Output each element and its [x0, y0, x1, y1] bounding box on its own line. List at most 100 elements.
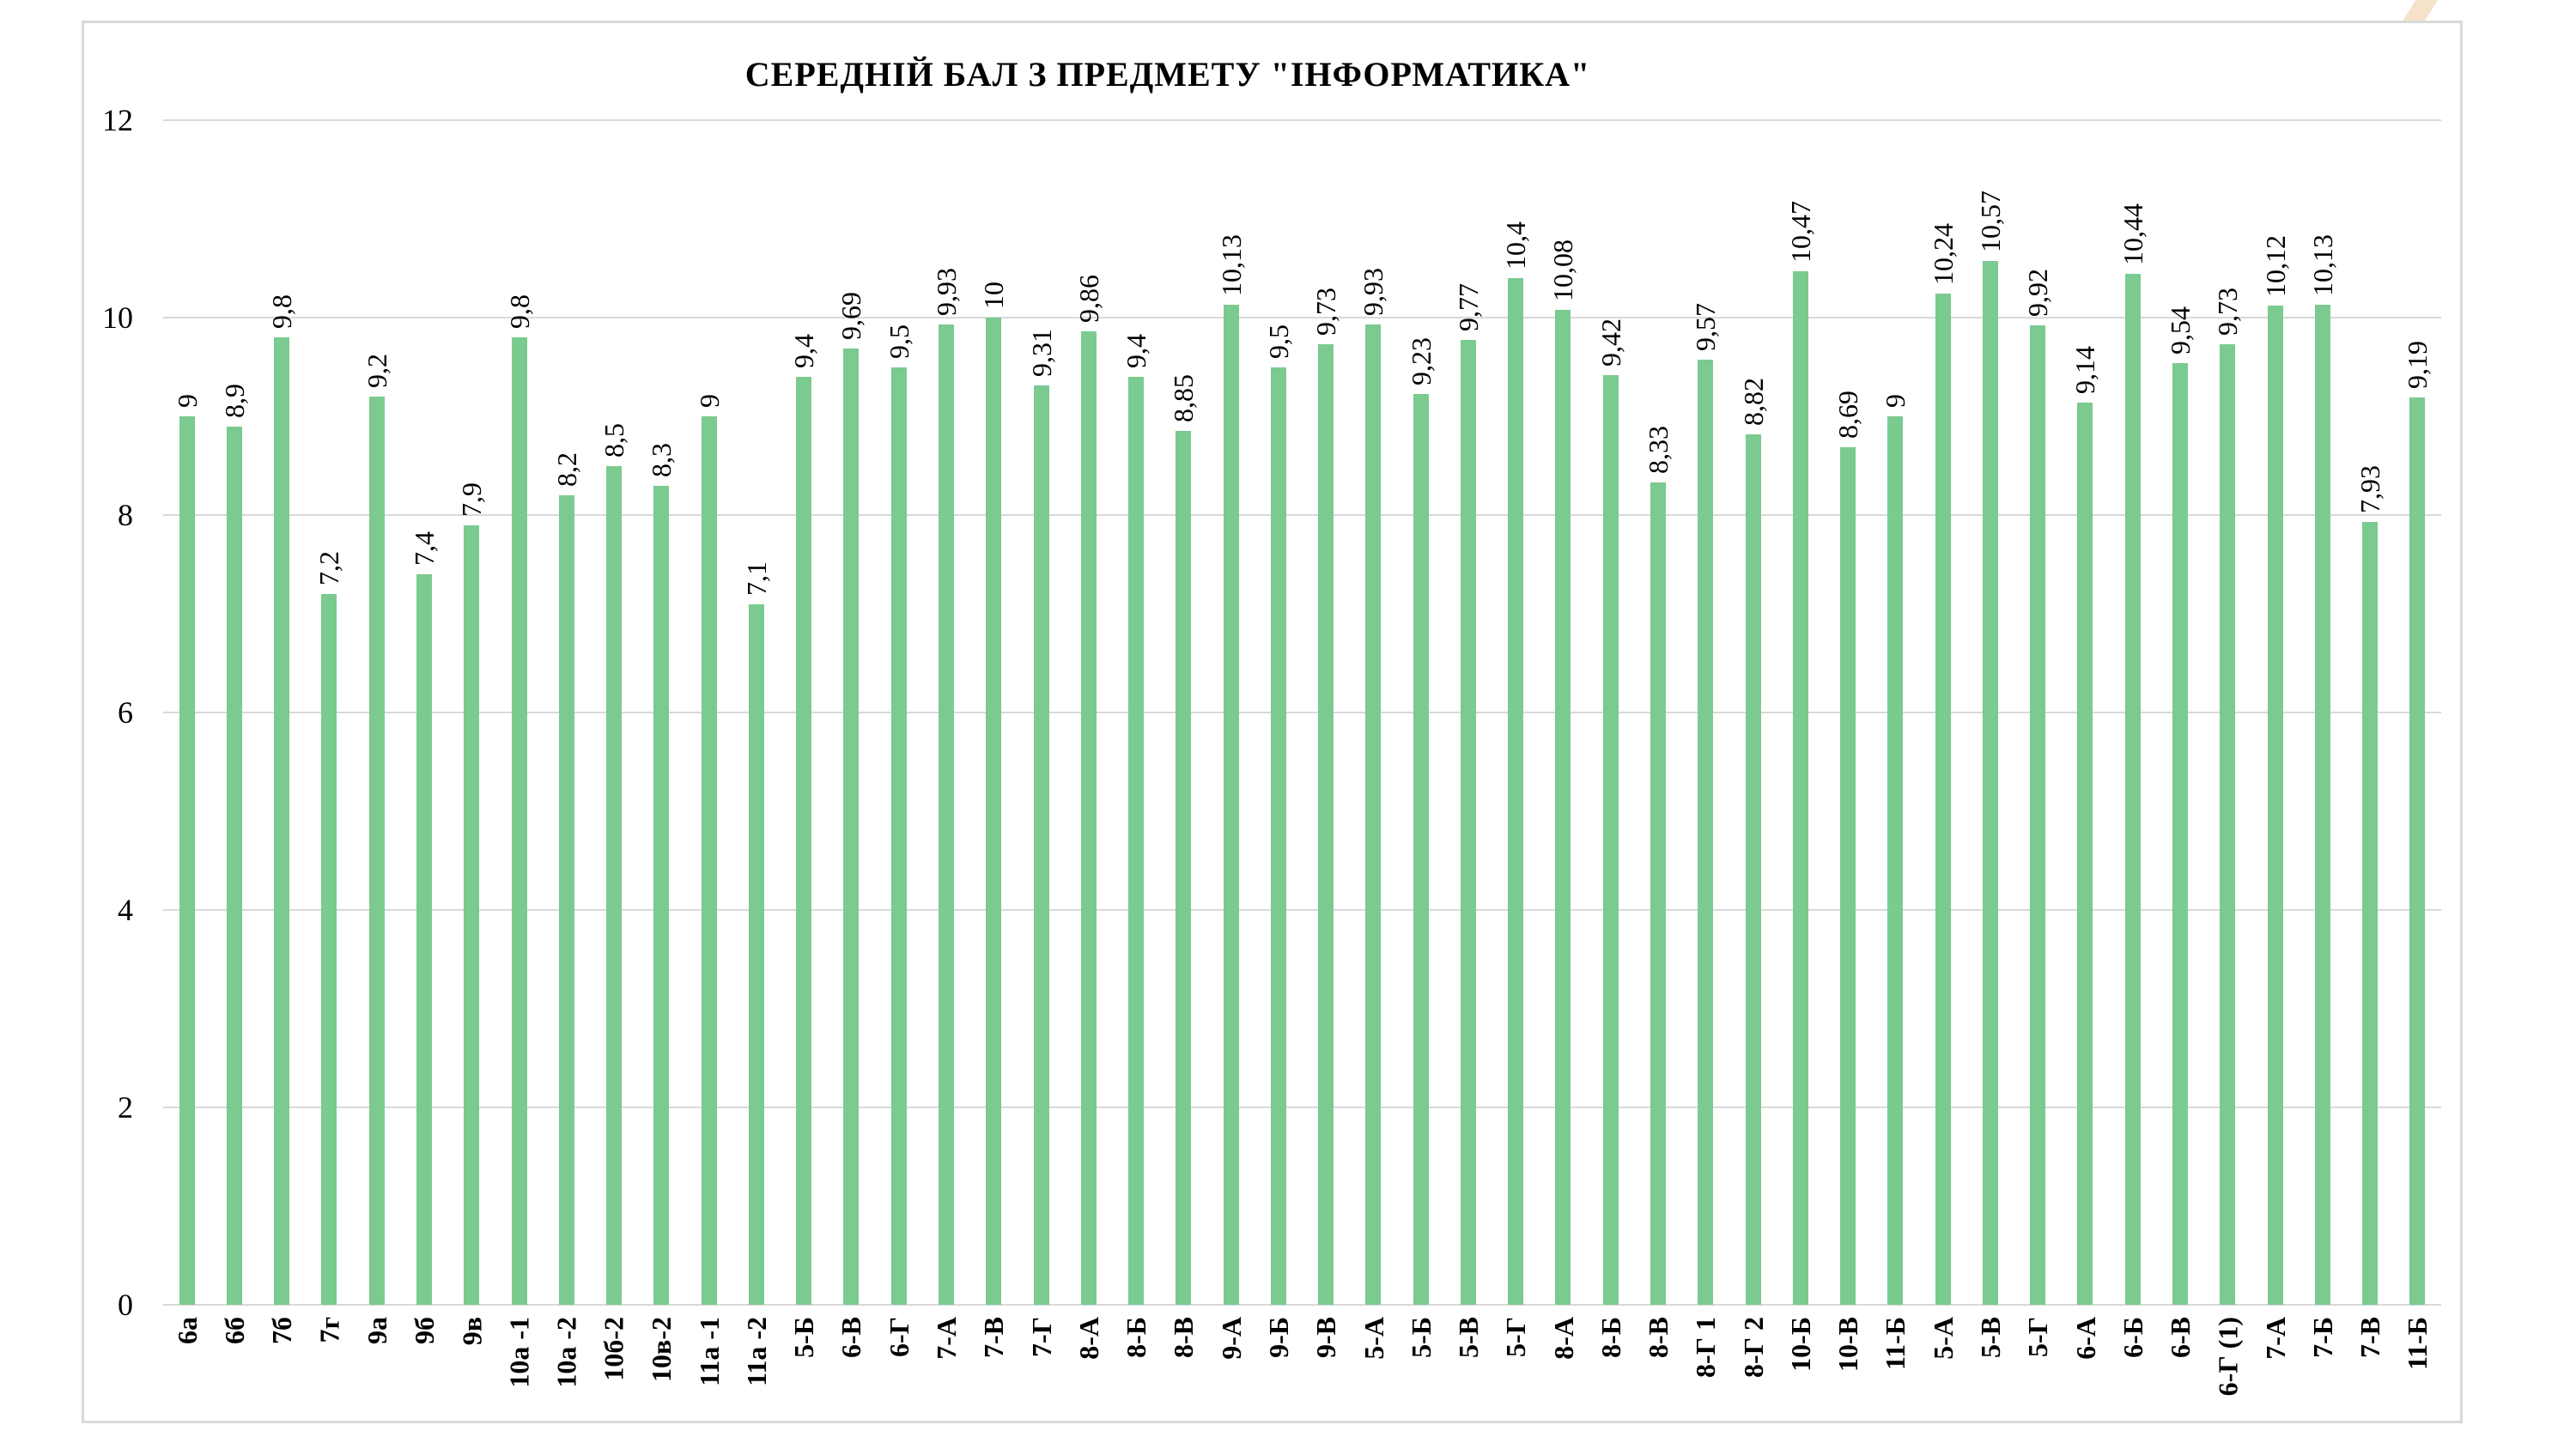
- category-label: 8-В: [1168, 1317, 1200, 1358]
- category-label: 8-А: [1072, 1317, 1104, 1360]
- bar-5-Г: [2030, 325, 2046, 1305]
- gridline-y-6: [163, 712, 2441, 713]
- bar-6-Г (1): [2220, 344, 2236, 1305]
- category-label: 7-В: [2354, 1317, 2386, 1358]
- bar-7-А: [938, 324, 954, 1305]
- bar-7-Б: [2314, 305, 2330, 1305]
- y-tick-label: 4: [118, 893, 133, 927]
- category-label: 8-Б: [1121, 1317, 1152, 1358]
- bar-8-А: [1555, 309, 1571, 1305]
- bar-6-А: [2077, 402, 2093, 1305]
- bar-value-label: 10,13: [1215, 234, 1247, 297]
- category-label: 7б: [266, 1317, 298, 1344]
- bar-value-label: 7,93: [2354, 465, 2386, 514]
- bar-10в-2: [653, 485, 670, 1305]
- bar-5-Б: [796, 377, 812, 1305]
- bar-5-Г: [1508, 278, 1524, 1305]
- bar-9-А: [1223, 305, 1239, 1305]
- y-tick-label: 8: [118, 498, 133, 532]
- category-label: 6-Б: [2117, 1317, 2148, 1358]
- bar-value-label: 8,33: [1643, 426, 1674, 475]
- bar-value-label: 9: [1880, 394, 1911, 408]
- bar-value-label: 9,14: [2069, 345, 2101, 394]
- y-tick-label: 0: [118, 1288, 133, 1322]
- bar-7г: [321, 594, 337, 1305]
- bar-value-label: 9,42: [1595, 318, 1626, 367]
- bar-value-label: 10,4: [1500, 221, 1532, 270]
- category-label: 10а -2: [550, 1317, 582, 1388]
- y-tick-label: 10: [102, 300, 133, 335]
- bar-value-label: 10: [978, 282, 1010, 309]
- bar-5-А: [1935, 294, 1951, 1305]
- bar-7б: [274, 337, 290, 1305]
- category-label: 7-А: [930, 1317, 962, 1360]
- bar-value-label: 10,08: [1547, 239, 1579, 301]
- bar-6-Б: [2124, 274, 2141, 1305]
- bar-6б: [226, 426, 242, 1305]
- bar-8-А: [1080, 331, 1097, 1305]
- bar-value-label: 9,54: [2165, 306, 2196, 355]
- bar-5-В: [1460, 340, 1476, 1305]
- y-tick-label: 6: [118, 695, 133, 730]
- bar-value-label: 9,73: [2212, 288, 2244, 336]
- category-label: 8-Г 2: [1737, 1317, 1769, 1379]
- bar-value-label: 7,2: [313, 551, 345, 585]
- bar-value-label: 7,1: [740, 561, 772, 596]
- gridline-y-8: [163, 514, 2441, 516]
- bar-10-В: [1840, 446, 1856, 1305]
- bar-7-В: [986, 318, 1002, 1305]
- bar-value-label: 9,4: [1121, 334, 1152, 368]
- bar-value-label: 9,31: [1025, 329, 1057, 378]
- bar-8-В: [1650, 482, 1667, 1305]
- gridline-y-12: [163, 119, 2441, 121]
- category-label: 10-Б: [1784, 1317, 1816, 1372]
- bar-value-label: 8,3: [646, 442, 677, 477]
- category-label: 10б-2: [598, 1317, 630, 1381]
- category-label: 8-А: [1547, 1317, 1579, 1360]
- y-tick-label: 12: [102, 103, 133, 137]
- bar-value-label: 9,5: [883, 324, 914, 359]
- category-label: 6б: [218, 1317, 250, 1344]
- category-label: 11-Б: [2402, 1317, 2433, 1371]
- category-label: 7-Б: [2306, 1317, 2338, 1358]
- category-label: 5-А: [1358, 1317, 1389, 1360]
- category-label: 8-Б: [1595, 1317, 1626, 1358]
- bar-value-label: 10,12: [2259, 235, 2291, 298]
- bar-value-label: 9,23: [1405, 336, 1437, 385]
- bar-10а -1: [511, 337, 527, 1305]
- category-label: 10а -1: [503, 1317, 535, 1388]
- bar-10а -2: [558, 495, 574, 1305]
- bar-9-Б: [1270, 367, 1286, 1305]
- bar-value-label: 10,13: [2306, 234, 2338, 297]
- bar-value-label: 9,93: [1358, 268, 1389, 317]
- bar-6а: [179, 416, 195, 1305]
- category-label: 5-Б: [1405, 1317, 1437, 1358]
- category-label: 5-Б: [788, 1317, 820, 1358]
- category-label: 7-А: [2259, 1317, 2291, 1360]
- category-label: 9в: [456, 1317, 488, 1346]
- category-label: 8-Г 1: [1690, 1317, 1722, 1379]
- plot-area: 0 2 4 6 8 10 12 9 6а 8,9 6б 9,8 7б 7,2 7г 9,2 9а 7,4 9б 7,9…: [102, 105, 2441, 1396]
- chart-frame: СЕРЕДНІЙ БАЛ З ПРЕДМЕТУ "ІНФОРМАТИКА" 0 2…: [82, 21, 2463, 1423]
- bar-value-label: 9,8: [503, 294, 535, 329]
- bar-value-label: 9,2: [361, 354, 392, 388]
- bar-value-label: 10,47: [1784, 200, 1816, 263]
- bar-6-В: [2172, 362, 2188, 1305]
- bar-value-label: 10,57: [1974, 191, 2006, 253]
- bar-7-В: [2362, 522, 2379, 1305]
- bar-value-label: 7,9: [456, 482, 488, 517]
- bar-7-Г: [1033, 385, 1049, 1305]
- category-label: 6-Г: [883, 1317, 914, 1358]
- category-label: 11а -1: [693, 1317, 725, 1386]
- gridline-y-4: [163, 909, 2441, 911]
- category-label: 9-Б: [1262, 1317, 1294, 1358]
- category-label: 5-В: [1452, 1317, 1484, 1358]
- category-label: 9а: [361, 1317, 392, 1344]
- bar-7-А: [2267, 306, 2283, 1305]
- category-label: 10-В: [1832, 1317, 1864, 1372]
- gridline-y-0: [163, 1304, 2441, 1306]
- bar-9а: [368, 397, 385, 1305]
- category-label: 7г: [313, 1317, 345, 1343]
- category-label: 9-В: [1310, 1317, 1342, 1358]
- bar-value-label: 10,44: [2117, 203, 2148, 266]
